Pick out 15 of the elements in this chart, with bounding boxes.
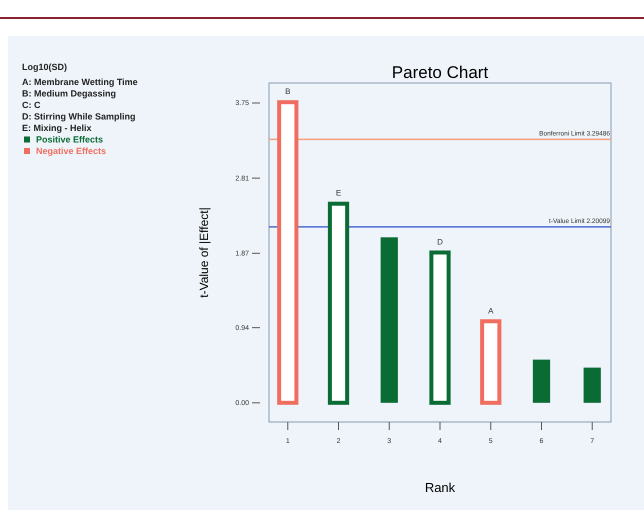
- text: B: Medium Degassing: [22, 88, 116, 98]
- legend-label: Positive Effects: [36, 134, 104, 144]
- data-label: A: [488, 306, 494, 316]
- text: C: C: [22, 100, 41, 110]
- text: A: Membrane Wetting Time: [22, 77, 138, 87]
- text: Negative Effects: [36, 146, 106, 156]
- text: E: Mixing - Helix: [22, 123, 92, 133]
- text: Log10(SD): [22, 62, 68, 72]
- data-label: E: [336, 188, 342, 198]
- data-label: B: [285, 87, 290, 96]
- chart-title: Pareto Chart: [392, 63, 488, 82]
- data-label: D: [437, 238, 444, 246]
- text: D: Stirring While Sampling: [22, 112, 136, 122]
- x-axis-title: Rank: [424, 480, 456, 495]
- y-axis-title: t-Value of |Effect|: [197, 207, 211, 298]
